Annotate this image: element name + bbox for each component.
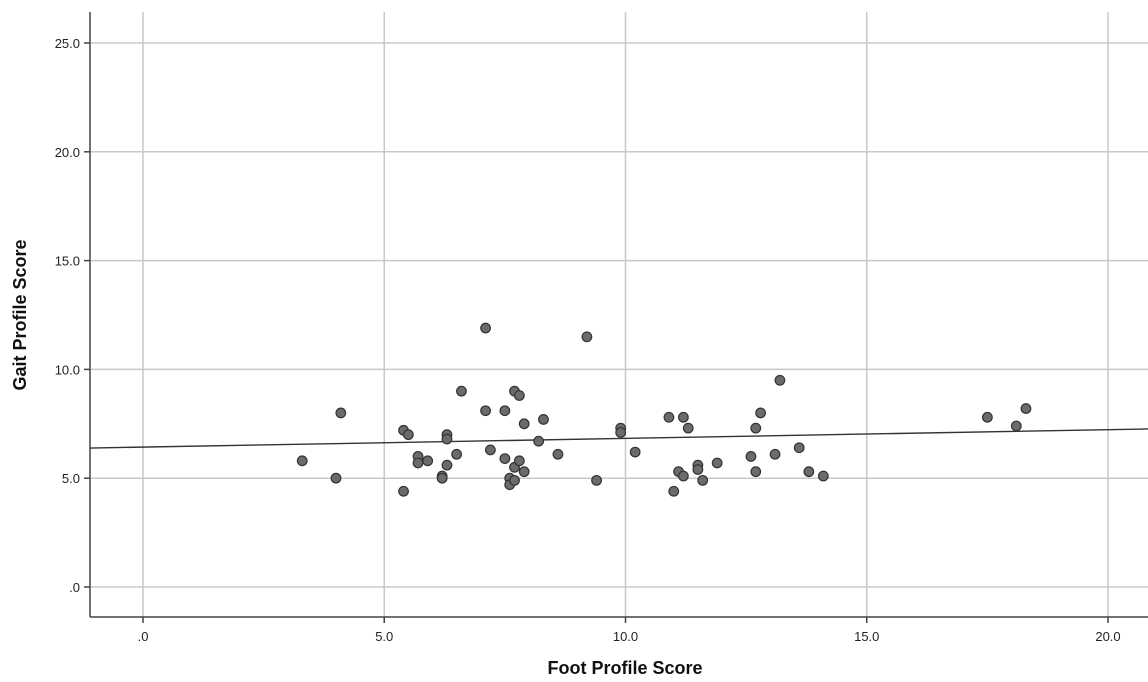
data-point <box>629 446 641 458</box>
x-tick-label: 20.0 <box>1095 629 1120 644</box>
data-point <box>412 457 424 469</box>
data-point <box>441 433 453 445</box>
data-point <box>518 418 530 430</box>
data-point <box>682 422 694 434</box>
data-point <box>774 374 786 386</box>
data-point <box>518 466 530 478</box>
data-points <box>296 322 1032 497</box>
data-point <box>591 474 602 486</box>
data-point <box>538 414 549 425</box>
x-tick-labels: .0 5.0 10.0 15.0 20.0 <box>138 629 1121 644</box>
y-tick-labels: .0 5.0 10.0 15.0 20.0 25.0 <box>55 36 80 595</box>
data-point <box>1020 403 1032 414</box>
data-point <box>1010 420 1022 432</box>
data-point <box>581 331 593 343</box>
data-point <box>755 407 766 419</box>
y-tick-label: .0 <box>69 580 80 595</box>
data-point <box>750 466 762 478</box>
grid-lines <box>90 12 1148 617</box>
data-point <box>678 470 689 482</box>
data-point <box>436 472 448 484</box>
data-point <box>750 422 762 434</box>
data-point <box>480 322 491 334</box>
x-tick-label: 10.0 <box>613 629 638 644</box>
data-point <box>663 411 675 423</box>
data-point <box>402 429 414 441</box>
fit-line <box>89 428 1148 449</box>
data-point <box>513 390 525 401</box>
data-point <box>485 444 496 456</box>
data-point <box>981 411 993 423</box>
data-point <box>552 448 564 460</box>
data-point <box>513 455 525 467</box>
data-point <box>533 435 545 447</box>
data-point <box>793 442 805 454</box>
y-tick-label: 25.0 <box>55 36 80 51</box>
data-point <box>335 407 347 419</box>
y-axis-title: Gait Profile Score <box>10 239 30 390</box>
axes <box>84 12 1148 623</box>
y-tick-label: 5.0 <box>62 471 80 486</box>
data-point <box>817 470 829 482</box>
x-axis-title: Foot Profile Score <box>547 658 702 678</box>
data-point <box>615 427 627 438</box>
data-point <box>803 466 815 478</box>
data-point <box>668 485 680 497</box>
y-tick-label: 20.0 <box>55 145 80 160</box>
data-point <box>330 472 342 484</box>
data-point <box>509 474 520 486</box>
data-point <box>451 448 463 460</box>
data-point <box>422 455 434 467</box>
data-point <box>499 405 511 417</box>
data-point <box>692 464 704 475</box>
y-tick-label: 10.0 <box>55 362 80 377</box>
x-tick-label: .0 <box>138 629 149 644</box>
data-point <box>769 448 781 460</box>
data-point <box>711 457 723 469</box>
data-point <box>697 474 709 486</box>
data-point <box>499 453 511 465</box>
data-point <box>296 455 308 467</box>
data-point <box>678 411 689 423</box>
y-tick-label: 15.0 <box>55 254 80 269</box>
data-point <box>745 451 757 462</box>
data-point <box>456 385 467 397</box>
data-point <box>480 405 491 417</box>
x-tick-label: 15.0 <box>854 629 879 644</box>
data-point <box>441 459 453 471</box>
data-point <box>398 485 409 497</box>
fit-line-group <box>89 428 1148 449</box>
x-tick-label: 5.0 <box>375 629 393 644</box>
